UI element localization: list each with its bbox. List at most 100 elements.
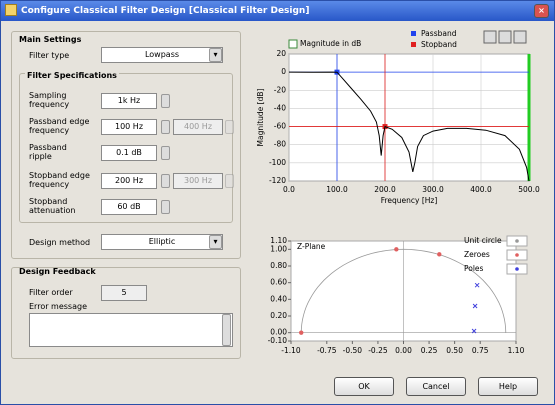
y-tick-label: -80 xyxy=(274,140,286,149)
button[interactable]: OK xyxy=(334,377,394,396)
legend-label: Zeroes xyxy=(464,250,490,259)
magnitude-curve xyxy=(288,71,530,182)
design-method-label: Design method xyxy=(29,238,91,247)
title-bar: Configure Classical Filter Design [Class… xyxy=(1,1,554,21)
y-tick-label: -20 xyxy=(274,85,286,94)
x-tick-label: 500.0 xyxy=(518,185,540,194)
checkbox[interactable] xyxy=(288,39,298,49)
field-input[interactable]: 0.1 dB xyxy=(101,145,157,161)
x-tick-label: 0.75 xyxy=(472,346,489,355)
x-tick-label: -0.50 xyxy=(343,346,363,355)
y-tick-label: -100 xyxy=(269,158,286,167)
x-tick-label: 200.0 xyxy=(374,185,396,194)
field-input[interactable]: 60 dB xyxy=(101,199,157,215)
field-input[interactable]: 1k Hz xyxy=(101,93,157,109)
field-spinner[interactable] xyxy=(161,94,170,108)
y-tick-label: -0.10 xyxy=(268,336,288,345)
app-icon xyxy=(5,4,17,16)
main-settings-group xyxy=(11,31,241,259)
field-label: Passband ripple xyxy=(29,143,67,161)
legend-swatch xyxy=(411,42,416,47)
x-tick-label: 400.0 xyxy=(470,185,492,194)
design-feedback-title: Design Feedback xyxy=(19,267,96,276)
zero xyxy=(437,252,442,257)
y-tick-label: 0.00 xyxy=(270,328,287,337)
tool-icon[interactable] xyxy=(498,30,512,44)
legend-symbol xyxy=(515,267,519,271)
y-tick-label: 0.80 xyxy=(270,261,287,270)
field-input-disabled: 300 Hz xyxy=(173,173,223,189)
field-input[interactable]: 100 Hz xyxy=(101,119,157,135)
field-label: Stopband edge frequency xyxy=(29,171,90,189)
field-spinner[interactable] xyxy=(161,174,170,188)
plot-area xyxy=(288,53,530,182)
legend-label: Poles xyxy=(464,264,484,273)
z-plane-label: Z-Plane xyxy=(297,242,326,251)
filter-spec-title: Filter Specifications xyxy=(25,71,119,80)
error-message-label: Error message xyxy=(29,302,87,311)
y-tick-label: 1.00 xyxy=(270,244,287,253)
x-tick-label: 1.10 xyxy=(508,346,525,355)
field-input[interactable]: 200 Hz xyxy=(101,173,157,189)
filter-spec-group xyxy=(19,73,233,223)
pole xyxy=(472,303,478,309)
x-tick-label: -0.75 xyxy=(317,346,337,355)
x-tick-label: 0.50 xyxy=(446,346,463,355)
filter-order-label: Filter order xyxy=(29,288,73,297)
field-spinner-disabled xyxy=(225,120,234,134)
error-scrollbar xyxy=(222,314,231,346)
legend-label: Stopband xyxy=(421,40,457,49)
x-tick-label: -1.10 xyxy=(281,346,301,355)
error-message-box xyxy=(29,313,233,347)
field-spinner-disabled xyxy=(225,174,234,188)
filter-type-dropdown-arrow[interactable]: ▾ xyxy=(209,48,222,62)
field-spinner[interactable] xyxy=(161,200,170,214)
button[interactable]: Help xyxy=(478,377,538,396)
tool-icon[interactable] xyxy=(483,30,497,44)
y-tick-label: -60 xyxy=(274,122,286,131)
x-tick-label: 0.00 xyxy=(395,346,412,355)
x-tick-label: 0.25 xyxy=(421,346,438,355)
y-tick-label: 0.60 xyxy=(270,278,287,287)
field-spinner[interactable] xyxy=(161,146,170,160)
field-input-disabled: 400 Hz xyxy=(173,119,223,135)
field-label: Sampling frequency xyxy=(29,91,70,109)
filter-order-value: 5 xyxy=(101,285,147,301)
x-tick-label: -0.25 xyxy=(368,346,388,355)
legend-label: Passband xyxy=(421,29,457,38)
field-label: Passband edge frequency xyxy=(29,117,90,135)
tool-icon[interactable] xyxy=(513,30,527,44)
field-spinner[interactable] xyxy=(161,120,170,134)
y-tick-label: -40 xyxy=(274,103,286,112)
field-label: Stopband attenuation xyxy=(29,197,76,215)
legend-symbol xyxy=(515,253,519,257)
y-tick-label: 0.40 xyxy=(270,294,287,303)
button[interactable]: Cancel xyxy=(406,377,466,396)
design-method-dropdown-arrow[interactable]: ▾ xyxy=(209,235,222,249)
legend-swatch xyxy=(411,31,416,36)
x-axis-label: Frequency [Hz] xyxy=(381,196,438,205)
x-tick-label: 100.0 xyxy=(326,185,348,194)
main-settings-title: Main Settings xyxy=(19,35,82,44)
filter-type-label: Filter type xyxy=(29,51,70,60)
legend-label: Unit circle xyxy=(464,236,502,245)
y-tick-label: 1.10 xyxy=(270,236,287,245)
x-tick-label: 300.0 xyxy=(422,185,444,194)
y-tick-label: 0 xyxy=(281,67,286,76)
pole xyxy=(474,282,480,288)
y-axis-label: Magnitude [dB] xyxy=(256,88,265,146)
checkbox-label: Magnitude in dB xyxy=(300,39,361,48)
close-button[interactable]: × xyxy=(534,4,549,18)
pole xyxy=(471,328,477,334)
design-method-dropdown[interactable]: Elliptic xyxy=(101,234,223,250)
y-tick-label: 0.20 xyxy=(270,311,287,320)
filter-type-dropdown[interactable]: Lowpass xyxy=(101,47,223,63)
zero xyxy=(394,247,399,252)
design-feedback-group xyxy=(11,267,241,359)
zero xyxy=(299,330,304,335)
y-tick-label: -120 xyxy=(269,176,286,185)
y-tick-label: 20 xyxy=(276,49,286,58)
legend-symbol xyxy=(515,239,519,243)
